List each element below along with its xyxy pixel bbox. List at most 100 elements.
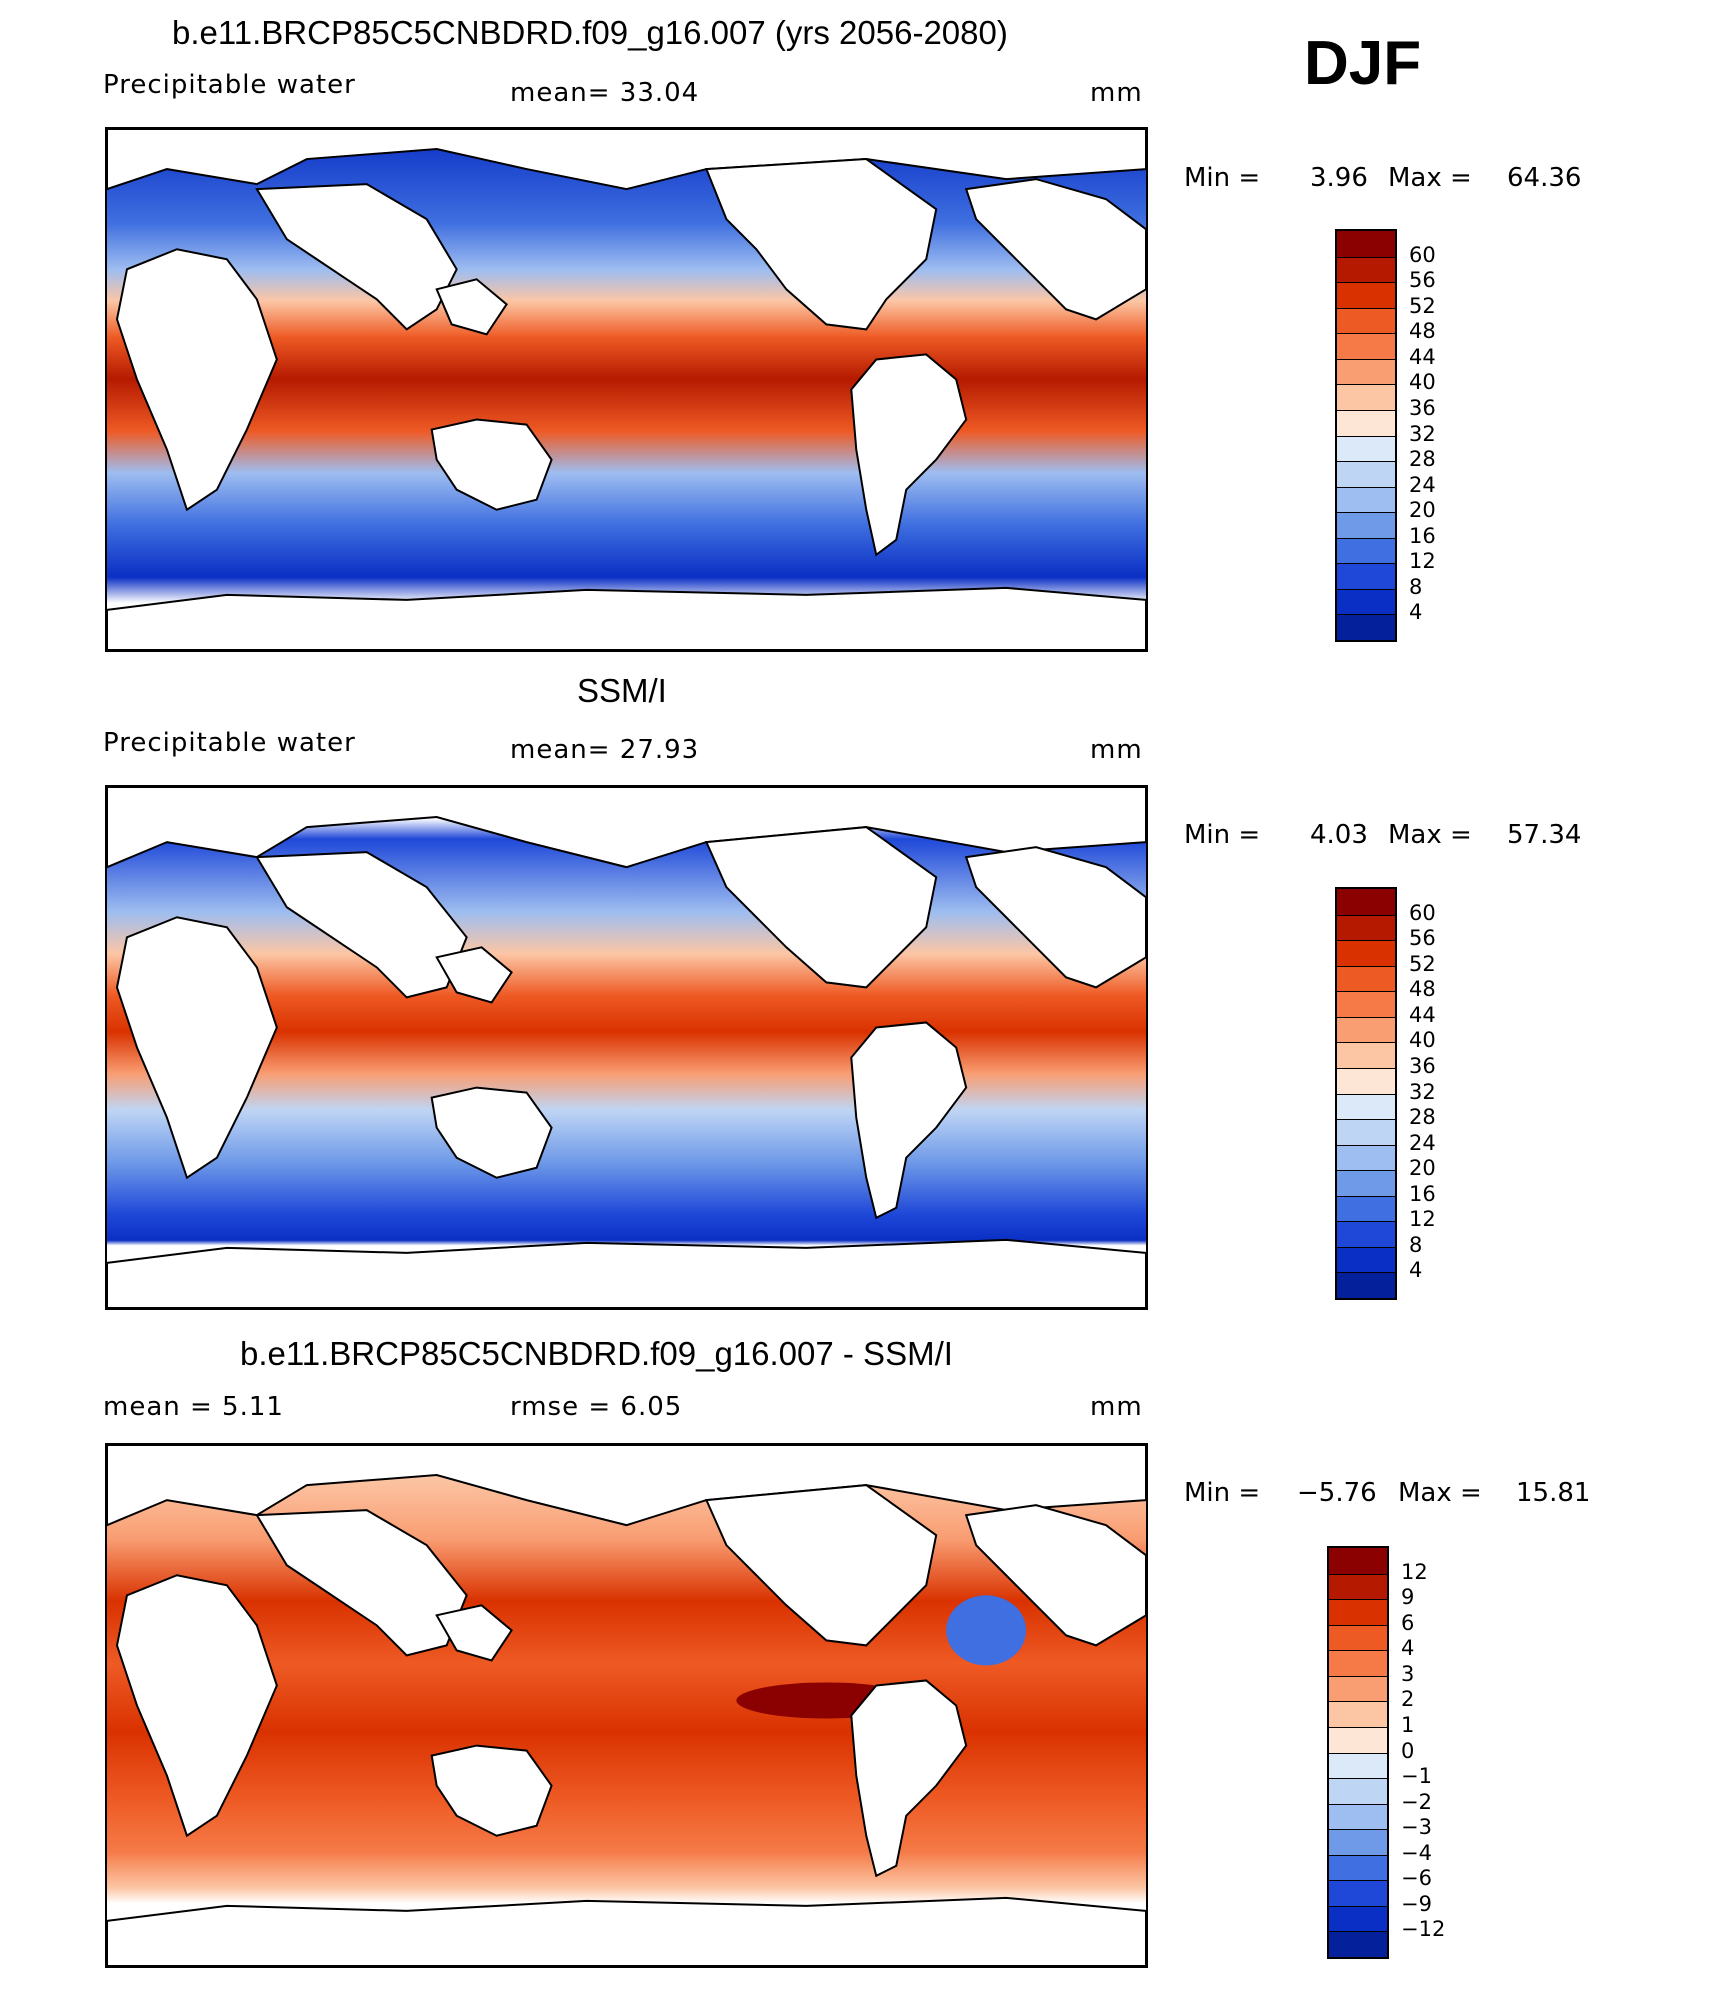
colorbar-tick-label: 12: [1409, 1207, 1436, 1232]
panel1-title: b.e11.BRCP85C5CNBDRD.f09_g16.007 (yrs 20…: [172, 14, 1008, 51]
colorbar-swatch: [1337, 914, 1395, 941]
colorbar-tick-label: 4: [1409, 1258, 1423, 1283]
colorbar-tick-label: 56: [1409, 268, 1436, 293]
panel1-min-value: 3.96: [1310, 163, 1368, 193]
colorbar-tick-label: 28: [1409, 1105, 1436, 1130]
colorbar-swatch: [1337, 537, 1395, 564]
panel1-units: mm: [1090, 78, 1143, 108]
colorbar-swatch: [1337, 940, 1395, 966]
colorbar-swatch: [1337, 1221, 1395, 1247]
colorbar-tick-label: −1: [1401, 1764, 1432, 1789]
panel2-continents: [107, 787, 1146, 1308]
colorbar-swatch: [1337, 384, 1395, 410]
colorbar-tick-label: 20: [1409, 498, 1436, 523]
panel3-colorbar: [1327, 1546, 1389, 1959]
colorbar-swatch: [1337, 965, 1395, 992]
panel2-min-label: Min =: [1184, 820, 1261, 850]
panel3-min-anomaly: [946, 1595, 1027, 1666]
panel2-map-svg: [107, 787, 1146, 1308]
colorbar-swatch: [1337, 1144, 1395, 1171]
panel3-units: mm: [1090, 1392, 1143, 1422]
colorbar-swatch: [1329, 1573, 1387, 1600]
colorbar-swatch: [1337, 614, 1395, 640]
colorbar-tick-label: 44: [1409, 344, 1436, 369]
colorbar-tick-label: 0: [1401, 1738, 1415, 1763]
colorbar-swatch: [1337, 1042, 1395, 1068]
colorbar-swatch: [1337, 358, 1395, 385]
colorbar-swatch: [1337, 588, 1395, 615]
colorbar-tick-label: 9: [1401, 1585, 1415, 1610]
colorbar-tick-label: 60: [1409, 242, 1436, 267]
colorbar-swatch: [1337, 486, 1395, 513]
colorbar-tick-label: 28: [1409, 447, 1436, 472]
panel2-mean: mean= 27.93: [510, 735, 700, 765]
panel3-min-label: Min =: [1184, 1478, 1261, 1508]
colorbar-swatch: [1329, 1701, 1387, 1727]
colorbar-tick-label: 8: [1409, 1232, 1423, 1257]
colorbar-tick-label: 1: [1401, 1712, 1415, 1737]
colorbar-swatch: [1329, 1854, 1387, 1881]
colorbar-tick-label: 12: [1401, 1559, 1428, 1584]
panel2-colorbar: [1335, 887, 1397, 1300]
colorbar-swatch: [1329, 1778, 1387, 1804]
panel2-max-value: 57.34: [1507, 820, 1582, 850]
colorbar-tick-label: 44: [1409, 1002, 1436, 1027]
colorbar-swatch: [1329, 1880, 1387, 1906]
panel2-min-value: 4.03: [1310, 820, 1368, 850]
colorbar-swatch: [1337, 1272, 1395, 1298]
colorbar-swatch: [1337, 889, 1395, 915]
colorbar-swatch: [1329, 1905, 1387, 1932]
colorbar-swatch: [1337, 231, 1395, 257]
colorbar-tick-label: 4: [1409, 600, 1423, 625]
panel1-variable: Precipitable water: [103, 70, 356, 100]
colorbar-swatch: [1337, 461, 1395, 487]
colorbar-tick-label: 6: [1401, 1610, 1415, 1635]
panel1-max-value: 64.36: [1507, 163, 1582, 193]
colorbar-swatch: [1337, 256, 1395, 283]
colorbar-tick-label: 40: [1409, 1028, 1436, 1053]
colorbar-tick-label: 32: [1409, 1079, 1436, 1104]
panel3-title: b.e11.BRCP85C5CNBDRD.f09_g16.007 - SSM/I: [240, 1335, 953, 1372]
panel2-max-label: Max =: [1388, 820, 1472, 850]
colorbar-tick-label: 60: [1409, 900, 1436, 925]
colorbar-swatch: [1337, 1246, 1395, 1273]
colorbar-tick-label: 56: [1409, 926, 1436, 951]
panel2-units: mm: [1090, 735, 1143, 765]
colorbar-swatch: [1337, 307, 1395, 334]
panel1-continents: [107, 129, 1146, 650]
panel2-title: SSM/I: [577, 672, 667, 709]
colorbar-swatch: [1337, 1170, 1395, 1196]
colorbar-tick-label: −12: [1401, 1917, 1446, 1942]
season-label: DJF: [1304, 29, 1422, 98]
colorbar-tick-label: 16: [1409, 1181, 1436, 1206]
colorbar-swatch: [1337, 333, 1395, 359]
colorbar-swatch: [1337, 991, 1395, 1017]
panel1-min-label: Min =: [1184, 163, 1261, 193]
colorbar-tick-label: 12: [1409, 549, 1436, 574]
colorbar-tick-label: 36: [1409, 1053, 1436, 1078]
colorbar-swatch: [1337, 1093, 1395, 1120]
colorbar-swatch: [1337, 1016, 1395, 1043]
colorbar-tick-label: 40: [1409, 370, 1436, 395]
colorbar-tick-label: 16: [1409, 523, 1436, 548]
colorbar-tick-label: 24: [1409, 472, 1436, 497]
colorbar-swatch: [1329, 1803, 1387, 1830]
colorbar-swatch: [1329, 1548, 1387, 1574]
colorbar-tick-label: 52: [1409, 951, 1436, 976]
colorbar-swatch: [1329, 1599, 1387, 1625]
panel3-continents: [107, 1445, 1146, 1966]
colorbar-swatch: [1337, 282, 1395, 308]
colorbar-tick-label: 2: [1401, 1687, 1415, 1712]
colorbar-tick-label: 3: [1401, 1661, 1415, 1686]
colorbar-swatch: [1329, 1650, 1387, 1676]
panel2-variable: Precipitable water: [103, 728, 356, 758]
colorbar-tick-label: 48: [1409, 319, 1436, 344]
colorbar-swatch: [1329, 1624, 1387, 1651]
colorbar-tick-label: −6: [1401, 1866, 1432, 1891]
colorbar-swatch: [1337, 512, 1395, 538]
colorbar-swatch: [1329, 1829, 1387, 1855]
colorbar-tick-label: 48: [1409, 977, 1436, 1002]
panel1-map: [105, 127, 1148, 652]
panel2-map: [105, 785, 1148, 1310]
colorbar-tick-label: 24: [1409, 1130, 1436, 1155]
